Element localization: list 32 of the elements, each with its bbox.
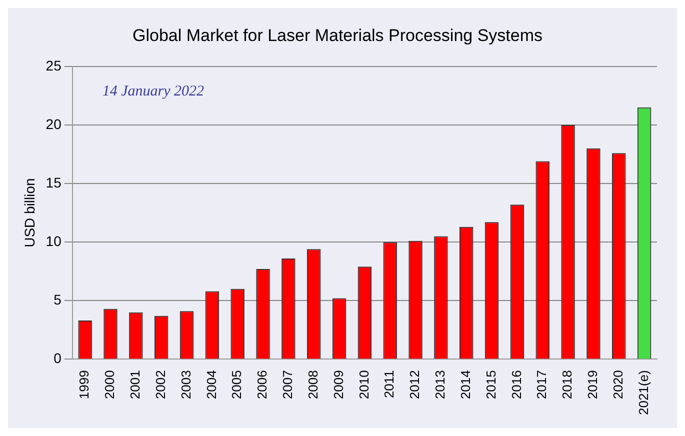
x-tick-label: 2010 xyxy=(356,370,372,400)
y-tick-label: 0 xyxy=(54,350,62,366)
annotation: 14 January 2022 xyxy=(102,83,205,100)
x-tick-label: 2017 xyxy=(534,370,550,400)
x-tick-label: 2020 xyxy=(610,370,626,400)
x-tick-label: 2015 xyxy=(483,370,498,400)
x-tick-label: 2006 xyxy=(254,370,270,400)
x-tick-label: 2011 xyxy=(382,370,397,398)
x-tick-label: 2005 xyxy=(229,370,244,400)
x-tick-label: 2003 xyxy=(178,370,194,400)
x-tick-label: 1999 xyxy=(76,370,92,400)
x-tick-label: 2021(e) xyxy=(636,370,651,416)
x-tick-label: 2019 xyxy=(585,370,600,400)
x-tick-label: 2000 xyxy=(102,370,118,400)
chart-title: Global Market for Laser Materials Processing Systems xyxy=(132,26,543,45)
y-tick-label: 25 xyxy=(46,57,62,74)
x-tick-label: 2009 xyxy=(330,370,346,400)
x-tick-label: 2002 xyxy=(152,370,168,400)
x-tick-label: 2018 xyxy=(560,370,575,400)
x-tick-label: 2014 xyxy=(458,370,473,400)
y-axis-title: USD billion xyxy=(21,178,38,248)
x-tick-label: 2007 xyxy=(280,370,296,400)
y-tick-label: 15 xyxy=(46,174,62,190)
y-tick-label: 10 xyxy=(46,232,62,249)
x-tick-label: 2013 xyxy=(432,370,448,400)
x-tick-label: 2004 xyxy=(204,370,219,400)
y-tick-label: 20 xyxy=(46,116,62,132)
x-tick-label: 2008 xyxy=(305,370,320,400)
y-tick-label: 5 xyxy=(54,291,62,308)
x-tick-label: 2001 xyxy=(127,370,142,400)
x-tick-label: 2016 xyxy=(508,370,524,400)
x-tick-label: 2012 xyxy=(407,370,422,400)
